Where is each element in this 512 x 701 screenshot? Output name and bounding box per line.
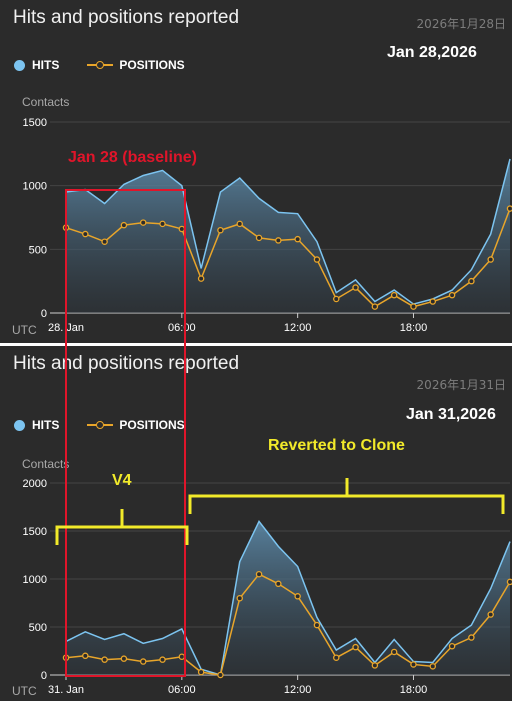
positions-point	[275, 237, 282, 244]
positions-point	[82, 230, 89, 238]
positions-point	[82, 652, 89, 660]
x-axis-title: UTC	[12, 684, 37, 698]
chart-title: Hits and positions reported	[13, 7, 240, 28]
y-axis-title: Contacts	[22, 457, 70, 471]
chart-title: Hits and positions reported	[13, 353, 240, 374]
positions-point	[468, 277, 475, 285]
chart-area-jan-31: 0 500 1000 1500 2000 31. Jan 06:00 12:00 18:00	[23, 478, 512, 696]
date-annotation: Jan 28,2026	[387, 44, 477, 61]
x-tick-label: 28. Jan	[48, 322, 84, 334]
positions-point	[333, 654, 340, 661]
x-tick-label: 18:00	[400, 684, 428, 696]
positions-point	[197, 275, 205, 282]
positions-point	[62, 224, 70, 231]
positions-point	[410, 303, 417, 310]
y-tick-label: 500	[29, 244, 47, 256]
x-tick-label: 12:00	[284, 322, 312, 334]
positions-point	[120, 655, 128, 662]
positions-point	[255, 570, 263, 578]
positions-point	[178, 225, 186, 233]
positions-point	[62, 654, 70, 661]
reverted-label: Reverted to Clone	[268, 437, 405, 454]
positions-point	[101, 238, 108, 245]
y-tick-label: 1000	[23, 181, 47, 193]
positions-point	[236, 220, 243, 228]
x-tick-label: 31. Jan	[48, 684, 84, 696]
positions-point	[159, 656, 166, 663]
x-tick-label: 06:00	[168, 684, 196, 696]
positions-point	[468, 634, 475, 641]
positions-point	[217, 226, 224, 234]
positions-point	[352, 284, 359, 291]
positions-point	[371, 662, 379, 669]
y-tick-label: 2000	[23, 478, 47, 490]
hits-legend-icon[interactable]	[14, 419, 25, 431]
positions-point	[217, 671, 224, 679]
positions-point	[197, 668, 205, 676]
v4-label: V4	[112, 472, 132, 489]
positions-point	[139, 658, 147, 665]
x-tick-label: 18:00	[400, 322, 428, 334]
hits-legend-icon[interactable]	[14, 59, 25, 71]
positions-point	[506, 578, 512, 586]
hits-legend-label[interactable]: HITS	[32, 58, 60, 72]
positions-point	[159, 220, 166, 228]
positions-legend-label[interactable]: POSITIONS	[119, 418, 185, 432]
positions-point	[410, 661, 417, 668]
chart-legend: HITS POSITIONS	[14, 58, 185, 72]
positions-point	[294, 235, 301, 243]
hits-series-line	[65, 158, 511, 305]
positions-point	[429, 298, 437, 305]
positions-point	[390, 291, 398, 299]
y-tick-label: 500	[29, 622, 47, 634]
positions-point	[352, 643, 359, 651]
positions-point	[294, 593, 301, 600]
y-axis-title: Contacts	[22, 95, 70, 109]
positions-point	[139, 219, 147, 226]
positions-legend-label[interactable]: POSITIONS	[119, 58, 185, 72]
y-tick-label: 1000	[23, 574, 47, 586]
hits-legend-label[interactable]: HITS	[32, 418, 60, 432]
positions-point	[333, 295, 340, 303]
positions-point	[236, 594, 243, 602]
y-tick-label: 0	[41, 308, 47, 320]
positions-point	[178, 653, 186, 661]
y-tick-label: 1500	[23, 526, 47, 538]
chart-panel-jan-28: 0 500 1000 1500 28. Jan 06:00 12:00 18:00 Hits …	[0, 0, 512, 343]
positions-point	[448, 642, 456, 650]
positions-point	[101, 656, 108, 663]
chart-legend: HITS POSITIONS	[14, 418, 185, 432]
positions-point	[275, 580, 282, 588]
positions-point	[371, 303, 379, 310]
positions-point	[429, 663, 437, 670]
y-tick-label: 1500	[23, 117, 47, 129]
positions-point	[448, 291, 456, 299]
x-tick-label: 12:00	[284, 684, 312, 696]
positions-point	[390, 648, 398, 656]
positions-point	[313, 621, 321, 629]
positions-legend-icon[interactable]	[87, 59, 114, 71]
y-tick-label: 0	[41, 670, 47, 682]
positions-point	[506, 205, 512, 212]
chart-panel-jan-31: 0 500 1000 1500 2000 31. Jan 06:00 12:00 18:00 H…	[0, 346, 512, 701]
chart-datestamp: 2026年1月28日	[416, 17, 506, 31]
date-annotation: Jan 31,2026	[406, 406, 496, 423]
x-tick-label: 06:00	[168, 322, 196, 334]
chart-datestamp: 2026年1月31日	[416, 378, 506, 392]
positions-legend-icon[interactable]	[87, 419, 114, 431]
positions-point	[255, 234, 263, 242]
positions-point	[487, 611, 494, 618]
hits-area	[66, 158, 510, 313]
baseline-label: Jan 28 (baseline)	[68, 149, 197, 166]
x-axis-title: UTC	[12, 323, 37, 337]
hits-area	[66, 521, 510, 675]
positions-point	[313, 256, 321, 263]
positions-point	[120, 221, 128, 229]
positions-point	[487, 256, 494, 263]
